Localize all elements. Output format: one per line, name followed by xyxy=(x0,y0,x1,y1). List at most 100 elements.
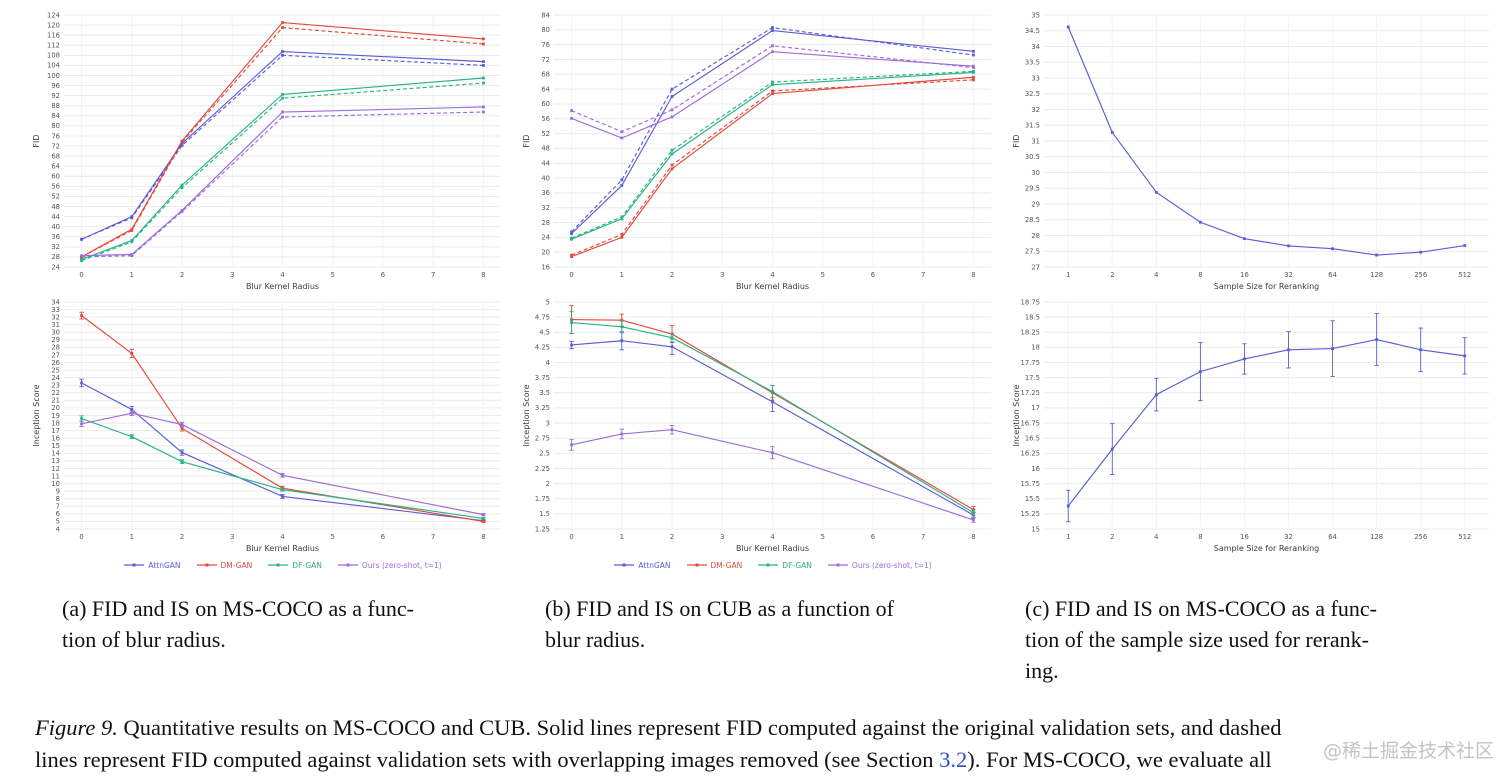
caption-c-line3: ing. xyxy=(1025,658,1059,683)
svg-text:16: 16 xyxy=(1031,465,1040,473)
legend-marker-icon xyxy=(337,563,358,567)
svg-text:32: 32 xyxy=(1031,106,1040,114)
svg-text:64: 64 xyxy=(1328,533,1337,541)
svg-text:4: 4 xyxy=(1154,271,1158,279)
svg-text:9: 9 xyxy=(56,487,60,495)
svg-text:6: 6 xyxy=(381,533,385,541)
svg-text:3: 3 xyxy=(546,419,550,427)
figure-caption-text1: Quantitative results on MS-COCO and CUB.… xyxy=(117,715,1282,740)
svg-text:48: 48 xyxy=(541,145,550,153)
svg-text:8: 8 xyxy=(971,271,975,279)
svg-text:16: 16 xyxy=(51,435,60,443)
svg-text:5: 5 xyxy=(331,271,335,279)
svg-text:15.75: 15.75 xyxy=(1021,480,1040,488)
svg-text:Inception Score: Inception Score xyxy=(522,384,531,446)
legend-item: DF-GAN xyxy=(758,561,812,570)
svg-text:17.5: 17.5 xyxy=(1025,374,1040,382)
svg-text:5: 5 xyxy=(546,298,550,306)
figure-caption-line2: lines represent FID computed against val… xyxy=(35,744,1472,776)
svg-text:34: 34 xyxy=(51,298,60,306)
svg-text:7: 7 xyxy=(921,533,925,541)
svg-text:Blur Kernel Radius: Blur Kernel Radius xyxy=(736,282,809,291)
figure-caption-text2: lines represent FID computed against val… xyxy=(35,747,940,772)
svg-text:4: 4 xyxy=(280,533,284,541)
svg-text:116: 116 xyxy=(47,31,60,39)
svg-text:2: 2 xyxy=(180,271,184,279)
chart-fid-mscoco-rerank: 27 27.5 28 28.5 29 29.5 30 30.5 31 31.5 32 32.5 33 33… xyxy=(1010,8,1498,295)
svg-text:28: 28 xyxy=(1031,232,1040,240)
svg-text:29: 29 xyxy=(51,336,60,344)
legend-label: Ours (zero-shot, t=1) xyxy=(361,560,442,570)
caption-b: (b) FID and IS on CUB as a function of b… xyxy=(520,593,1000,655)
caption-b-line2: blur radius. xyxy=(545,627,646,652)
svg-text:36: 36 xyxy=(51,233,60,241)
legend-item: Ours (zero-shot, t=1) xyxy=(827,560,932,570)
svg-text:21: 21 xyxy=(51,397,60,405)
legend-marker-icon xyxy=(614,563,635,567)
svg-text:56: 56 xyxy=(541,115,550,123)
svg-text:29.5: 29.5 xyxy=(1025,185,1040,193)
svg-text:40: 40 xyxy=(51,223,60,231)
svg-text:20: 20 xyxy=(51,404,60,412)
legend-placeholder xyxy=(1010,557,1498,573)
line-chart-svg: 2727.52828.52929.53030.53131.53232.53333… xyxy=(1012,11,1489,291)
svg-text:5: 5 xyxy=(331,533,335,541)
svg-text:1.75: 1.75 xyxy=(535,495,550,503)
svg-text:18.5: 18.5 xyxy=(1025,313,1040,321)
svg-text:27: 27 xyxy=(51,351,60,359)
svg-text:56: 56 xyxy=(51,183,60,191)
svg-text:128: 128 xyxy=(1370,271,1383,279)
legend-label: DM-GAN xyxy=(220,560,253,570)
section-3-2-link[interactable]: 3.2 xyxy=(939,747,968,772)
svg-text:2.75: 2.75 xyxy=(535,435,550,443)
svg-text:16: 16 xyxy=(1240,271,1249,279)
svg-text:17: 17 xyxy=(51,427,60,435)
svg-text:64: 64 xyxy=(51,163,60,171)
svg-text:34: 34 xyxy=(1031,43,1040,51)
svg-text:5: 5 xyxy=(821,271,825,279)
legend-marker-icon xyxy=(827,563,848,567)
svg-text:26: 26 xyxy=(51,359,60,367)
svg-text:15: 15 xyxy=(51,442,60,450)
svg-text:84: 84 xyxy=(541,11,550,19)
svg-text:30.5: 30.5 xyxy=(1025,153,1040,161)
svg-text:60: 60 xyxy=(51,173,60,181)
svg-text:64: 64 xyxy=(1328,271,1337,279)
svg-text:8: 8 xyxy=(1198,533,1202,541)
legend-label: DF-GAN xyxy=(782,560,812,570)
svg-text:1: 1 xyxy=(130,271,134,279)
caption-b-line1: (b) FID and IS on CUB as a function of xyxy=(545,596,894,621)
svg-text:8: 8 xyxy=(481,533,485,541)
svg-text:108: 108 xyxy=(47,52,60,60)
svg-text:6: 6 xyxy=(871,271,875,279)
svg-text:32.5: 32.5 xyxy=(1025,90,1040,98)
svg-text:40: 40 xyxy=(541,174,550,182)
svg-text:16: 16 xyxy=(1240,533,1249,541)
svg-text:52: 52 xyxy=(541,130,550,138)
svg-text:2: 2 xyxy=(180,533,184,541)
chart-is-cub-blur: 1.25 1.5 1.75 2 2.25 2.5 2.75 3 3.25 3.5 3.75 4 4.25… xyxy=(520,295,1000,557)
svg-text:2: 2 xyxy=(1110,271,1114,279)
svg-text:4: 4 xyxy=(1154,533,1158,541)
legend-item: DM-GAN xyxy=(196,560,253,570)
svg-text:7: 7 xyxy=(56,503,60,511)
svg-text:80: 80 xyxy=(541,26,550,34)
svg-text:76: 76 xyxy=(51,132,60,140)
svg-text:2: 2 xyxy=(546,480,550,488)
panel-b-cub-blur: 16 20 24 28 32 36 40 44 48 52 56 60 64 68 72 76 80 84 0 1 2 3… xyxy=(520,8,1000,686)
svg-text:FID: FID xyxy=(1012,134,1021,147)
svg-text:4: 4 xyxy=(56,525,60,533)
svg-text:14: 14 xyxy=(51,450,60,458)
legend-item: AttnGAN xyxy=(614,561,671,570)
svg-text:FID: FID xyxy=(32,134,41,147)
svg-text:68: 68 xyxy=(51,152,60,160)
svg-text:4.25: 4.25 xyxy=(535,344,550,352)
svg-text:112: 112 xyxy=(47,42,60,50)
svg-text:96: 96 xyxy=(51,82,60,90)
svg-text:Inception Score: Inception Score xyxy=(32,384,41,446)
legend-label: Ours (zero-shot, t=1) xyxy=(851,560,932,570)
svg-text:32: 32 xyxy=(1284,533,1293,541)
svg-text:10: 10 xyxy=(51,480,60,488)
chart-is-mscoco-blur: 4 5 6 7 8 9 10 11 12 13 14 15 16 17 18 19 20 21 22 23 24 25 26… xyxy=(30,295,510,557)
svg-text:18: 18 xyxy=(1031,344,1040,352)
